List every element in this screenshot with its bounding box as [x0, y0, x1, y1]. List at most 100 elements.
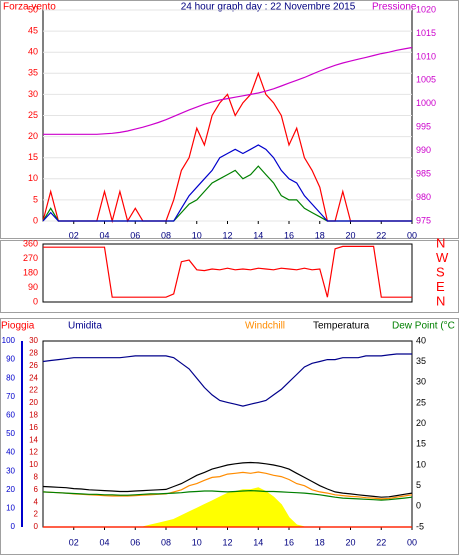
y-tick-label: 0 — [33, 296, 38, 306]
x-tick-label: 04 — [99, 230, 109, 240]
y-tick-label: 100 — [2, 336, 16, 345]
y2-tick-label: -5 — [416, 521, 424, 531]
y2-tick-label: 990 — [416, 145, 431, 155]
x-tick-label: 14 — [253, 537, 263, 547]
y2-tick-label: 15 — [416, 439, 426, 449]
x-tick-label: 22 — [376, 230, 386, 240]
y-tick-label: 40 — [6, 448, 15, 457]
x-tick-label: 06 — [130, 230, 140, 240]
y3-tick-label: 12 — [29, 448, 38, 457]
y3-tick-label: 0 — [34, 522, 39, 531]
y-tick-label: 90 — [28, 282, 38, 292]
y-axis-label: Forza vento — [3, 2, 56, 13]
legend-entry: Windchill — [245, 321, 285, 332]
x-tick-label: 20 — [345, 230, 355, 240]
y3-tick-label: 26 — [29, 361, 38, 370]
x-tick-label: 16 — [284, 537, 294, 547]
y3-tick-label: 8 — [34, 473, 39, 482]
y-tick-label: 30 — [6, 466, 15, 475]
x-tick-label: 00 — [407, 230, 417, 240]
x-tick-label: 04 — [99, 537, 109, 547]
y2-tick-label: 30 — [416, 377, 426, 387]
y-tick-label: 180 — [23, 267, 38, 277]
x-tick-label: 08 — [161, 230, 171, 240]
y3-tick-label: 4 — [34, 497, 39, 506]
y-tick-label: 15 — [28, 152, 38, 162]
y3-tick-label: 10 — [29, 460, 38, 469]
x-tick-label: 18 — [315, 230, 325, 240]
y3-tick-label: 24 — [29, 373, 38, 382]
x-tick-label: 18 — [315, 537, 325, 547]
y-tick-label: 45 — [28, 25, 38, 35]
y2-tick-label: 980 — [416, 192, 431, 202]
area — [43, 487, 412, 528]
y2-tick-label: 985 — [416, 168, 431, 178]
y-tick-label: 50 — [6, 429, 15, 438]
x-tick-label: 02 — [69, 230, 79, 240]
y-tick-label: 35 — [28, 68, 38, 78]
x-tick-label: 12 — [222, 537, 232, 547]
legend-entry: Pioggia — [1, 321, 35, 332]
x-tick-label: 08 — [161, 537, 171, 547]
x-tick-label: 12 — [222, 230, 232, 240]
y-tick-label: 80 — [6, 373, 15, 382]
y2-tick-label: W — [436, 250, 449, 265]
y2-tick-label: 1015 — [416, 28, 436, 38]
x-tick-label: 06 — [130, 537, 140, 547]
y3-tick-label: 6 — [34, 485, 39, 494]
wind-panel — [0, 0, 459, 239]
y-tick-label: 5 — [33, 194, 38, 204]
x-tick-label: 10 — [192, 230, 202, 240]
y-tick-label: 50 — [28, 4, 38, 14]
line — [42, 353, 412, 407]
chart-title: 24 hour graph day : 22 Novembre 2015 — [181, 2, 356, 13]
y-tick-label: 20 — [6, 485, 15, 494]
y-tick-label: 10 — [28, 173, 38, 183]
y2-tick-label: 0 — [416, 501, 421, 511]
y-tick-label: 40 — [28, 47, 38, 57]
line — [42, 71, 412, 224]
plot-area — [42, 243, 413, 303]
y2-tick-label: 1010 — [416, 51, 436, 61]
line — [42, 144, 412, 222]
legend-entry: Temperatura — [313, 321, 370, 332]
y2-axis-label: Pressione — [372, 2, 417, 13]
y2-tick-label: 1020 — [416, 4, 436, 14]
x-tick-label: 14 — [253, 230, 263, 240]
y2-tick-label: 975 — [416, 215, 431, 225]
y2-tick-label: 995 — [416, 122, 431, 132]
y-tick-label: 90 — [6, 355, 15, 364]
y-tick-label: 10 — [6, 504, 15, 513]
y3-tick-label: 14 — [29, 435, 38, 444]
y-tick-label: 360 — [23, 238, 38, 248]
x-tick-label: 20 — [345, 537, 355, 547]
y2-tick-label: 20 — [416, 418, 426, 428]
y2-tick-label: 35 — [416, 356, 426, 366]
y3-tick-label: 28 — [29, 349, 38, 358]
legend-entry: Umidita — [68, 321, 102, 332]
y3-tick-label: 18 — [29, 411, 38, 420]
y-tick-label: 0 — [11, 522, 16, 531]
y3-tick-label: 22 — [29, 386, 38, 395]
legend-entry: Dew Point (°C — [392, 321, 455, 332]
y2-tick-label: 5 — [416, 480, 421, 490]
x-tick-label: 16 — [284, 230, 294, 240]
x-tick-label: 22 — [376, 537, 386, 547]
y-tick-label: 25 — [28, 110, 38, 120]
line — [43, 46, 413, 135]
y-tick-label: 70 — [6, 392, 15, 401]
y-tick-label: 20 — [28, 131, 38, 141]
y2-tick-label: S — [436, 264, 445, 279]
y3-tick-label: 30 — [29, 336, 38, 345]
x-tick-label: 10 — [192, 537, 202, 547]
y2-tick-label: 10 — [416, 459, 426, 469]
x-tick-label: 02 — [69, 537, 79, 547]
line — [42, 461, 413, 498]
y-tick-label: 270 — [23, 253, 38, 263]
y2-tick-label: E — [436, 279, 445, 294]
y-tick-label: 30 — [28, 89, 38, 99]
line — [42, 471, 413, 500]
y-tick-label: 0 — [33, 215, 38, 225]
y2-tick-label: N — [436, 293, 445, 308]
y2-tick-label: 40 — [416, 335, 426, 345]
